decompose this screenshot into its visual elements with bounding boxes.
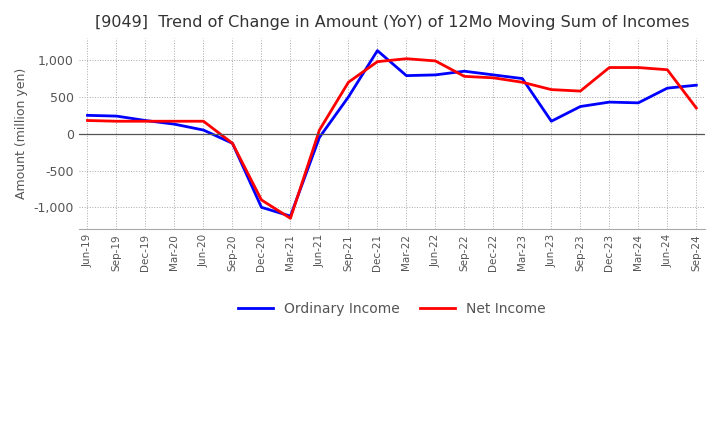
Title: [9049]  Trend of Change in Amount (YoY) of 12Mo Moving Sum of Incomes: [9049] Trend of Change in Amount (YoY) o… <box>94 15 689 30</box>
Ordinary Income <box>228 141 237 146</box>
Net Income <box>518 80 526 85</box>
Ordinary Income <box>576 104 585 109</box>
Ordinary Income <box>112 114 121 119</box>
Net Income <box>489 75 498 81</box>
Ordinary Income <box>170 121 179 127</box>
Net Income <box>112 119 121 124</box>
Ordinary Income <box>402 73 410 78</box>
Net Income <box>344 80 353 85</box>
Net Income <box>170 119 179 124</box>
Ordinary Income <box>634 100 643 106</box>
Ordinary Income <box>460 69 469 74</box>
Ordinary Income <box>84 113 92 118</box>
Net Income <box>228 141 237 146</box>
Ordinary Income <box>663 85 672 91</box>
Net Income <box>576 88 585 94</box>
Net Income <box>431 58 440 63</box>
Ordinary Income <box>373 48 382 53</box>
Legend: Ordinary Income, Net Income: Ordinary Income, Net Income <box>233 297 552 322</box>
Net Income <box>460 74 469 79</box>
Net Income <box>373 59 382 64</box>
Net Income <box>286 216 294 221</box>
Ordinary Income <box>257 205 266 210</box>
Ordinary Income <box>199 128 208 133</box>
Line: Net Income: Net Income <box>88 59 696 218</box>
Net Income <box>315 128 324 133</box>
Ordinary Income <box>692 83 701 88</box>
Net Income <box>547 87 556 92</box>
Line: Ordinary Income: Ordinary Income <box>88 51 696 216</box>
Net Income <box>605 65 613 70</box>
Net Income <box>663 67 672 73</box>
Net Income <box>257 197 266 202</box>
Ordinary Income <box>141 118 150 123</box>
Net Income <box>141 119 150 124</box>
Ordinary Income <box>286 213 294 219</box>
Ordinary Income <box>431 72 440 77</box>
Net Income <box>402 56 410 61</box>
Ordinary Income <box>547 119 556 124</box>
Net Income <box>199 119 208 124</box>
Ordinary Income <box>518 76 526 81</box>
Net Income <box>634 65 643 70</box>
Net Income <box>84 118 92 123</box>
Ordinary Income <box>344 94 353 99</box>
Ordinary Income <box>315 135 324 140</box>
Net Income <box>692 105 701 110</box>
Y-axis label: Amount (million yen): Amount (million yen) <box>15 68 28 199</box>
Ordinary Income <box>605 99 613 105</box>
Ordinary Income <box>489 72 498 77</box>
